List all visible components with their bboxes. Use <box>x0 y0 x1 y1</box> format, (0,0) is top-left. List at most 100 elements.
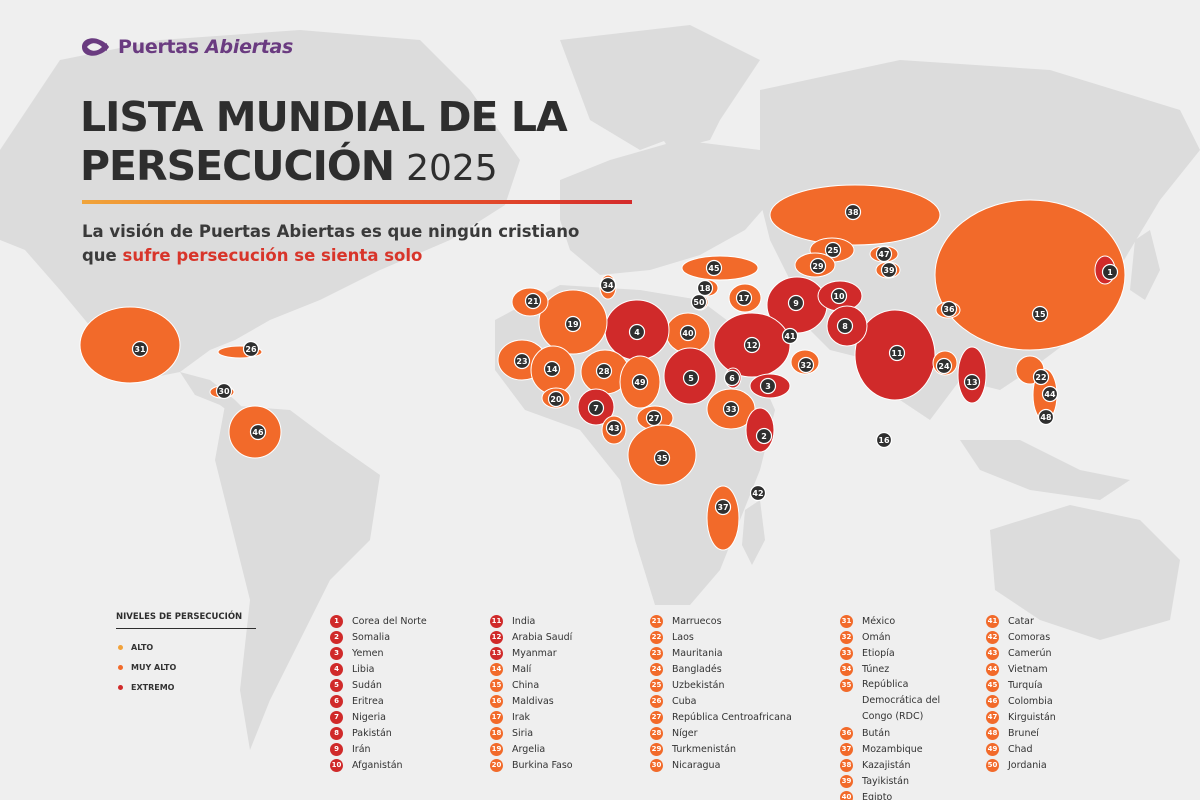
country-name: Turquía <box>1008 679 1043 691</box>
map-marker-13[interactable]: 13 <box>963 373 981 391</box>
map-marker-21[interactable]: 21 <box>524 292 542 310</box>
map-marker-23[interactable]: 23 <box>513 352 531 370</box>
ranking-item: 30 Nicaragua <box>650 757 792 773</box>
land-indonesia <box>960 440 1130 500</box>
map-marker-1[interactable]: 1 <box>1101 263 1119 281</box>
map-marker-40[interactable]: 40 <box>679 324 697 342</box>
map-marker-9[interactable]: 9 <box>787 294 805 312</box>
map-marker-43[interactable]: 43 <box>605 419 623 437</box>
marker-circle <box>888 344 906 362</box>
ranking-item: 42 Comoras <box>986 629 1056 645</box>
map-marker-29[interactable]: 29 <box>809 257 827 275</box>
marker-circle <box>880 261 898 279</box>
marker-circle <box>797 356 815 374</box>
ranking-item: 14 Malí <box>490 661 573 677</box>
map-marker-17[interactable]: 17 <box>735 289 753 307</box>
marker-label: 24 <box>938 362 950 371</box>
country-name: Argelia <box>512 743 546 755</box>
map-marker-47[interactable]: 47 <box>875 245 893 263</box>
brand-logo: Puertas Abiertas <box>78 34 293 60</box>
map-marker-10[interactable]: 10 <box>830 287 848 305</box>
map-marker-42[interactable]: 42 <box>749 484 767 502</box>
map-marker-4[interactable]: 4 <box>628 323 646 341</box>
marker-label: 31 <box>134 345 146 354</box>
marker-label: 39 <box>883 266 895 275</box>
rank-badge: 12 <box>490 630 503 644</box>
marker-label: 43 <box>608 424 619 433</box>
legend-dot-extremo <box>118 684 123 690</box>
ranking-item: 44 Vietnam <box>986 661 1056 677</box>
map-marker-14[interactable]: 14 <box>543 360 561 378</box>
marker-circle <box>1041 385 1059 403</box>
map-marker-26[interactable]: 26 <box>242 340 260 358</box>
map-marker-39[interactable]: 39 <box>880 261 898 279</box>
map-marker-45[interactable]: 45 <box>705 259 723 277</box>
ranking-item: 38 Kazajistán <box>840 757 968 773</box>
map-marker-33[interactable]: 33 <box>722 400 740 418</box>
map-marker-24[interactable]: 24 <box>935 357 953 375</box>
map-marker-5[interactable]: 5 <box>682 369 700 387</box>
rank-badge: 17 <box>490 710 503 724</box>
map-marker-8[interactable]: 8 <box>836 317 854 335</box>
map-marker-16[interactable]: 16 <box>875 431 893 449</box>
map-marker-28[interactable]: 28 <box>595 362 613 380</box>
rank-badge: 2 <box>330 630 343 644</box>
country-name: Tayikistán <box>862 775 909 787</box>
map-marker-38[interactable]: 38 <box>844 203 862 221</box>
ranking-item: 15 China <box>490 677 573 693</box>
map-marker-3[interactable]: 3 <box>759 377 777 395</box>
marker-circle <box>595 362 613 380</box>
country-name: Malí <box>512 663 532 675</box>
marker-circle <box>722 400 740 418</box>
country-name: Colombia <box>1008 695 1053 707</box>
rank-badge: 41 <box>986 614 999 628</box>
map-marker-37[interactable]: 37 <box>714 498 732 516</box>
map-marker-15[interactable]: 15 <box>1031 305 1049 323</box>
legend-dot-alto <box>118 644 123 650</box>
marker-label: 35 <box>656 454 668 463</box>
map-marker-50[interactable]: 50 <box>690 293 708 311</box>
ranking-column-3: 21 Marruecos 22 Laos 23 Mauritania 24 Bangladés… <box>650 613 792 773</box>
marker-circle <box>682 369 700 387</box>
country-name: Marruecos <box>672 615 722 627</box>
land-south-america <box>215 405 380 750</box>
region-rank-15 <box>934 199 1126 351</box>
ranking-item: 33 Etiopía <box>840 645 968 661</box>
country-name: Bangladés <box>672 663 722 675</box>
map-marker-36[interactable]: 36 <box>940 300 958 318</box>
map-marker-7[interactable]: 7 <box>587 399 605 417</box>
land-scandinavia <box>640 50 740 150</box>
map-marker-11[interactable]: 11 <box>888 344 906 362</box>
rank-badge: 33 <box>840 646 853 660</box>
map-marker-25[interactable]: 25 <box>824 241 842 259</box>
rank-badge: 26 <box>650 694 663 708</box>
map-marker-48[interactable]: 48 <box>1037 408 1055 426</box>
country-name: Camerún <box>1008 647 1052 659</box>
marker-label: 37 <box>717 503 728 512</box>
marker-label: 20 <box>550 395 562 404</box>
map-marker-32[interactable]: 32 <box>797 356 815 374</box>
map-marker-31[interactable]: 31 <box>131 340 149 358</box>
map-marker-34[interactable]: 34 <box>599 276 617 294</box>
map-marker-2[interactable]: 2 <box>755 427 773 445</box>
map-marker-20[interactable]: 20 <box>547 390 565 408</box>
map-marker-12[interactable]: 12 <box>743 336 761 354</box>
map-marker-41[interactable]: 41 <box>781 327 799 345</box>
marker-circle <box>714 498 732 516</box>
rank-badge: 20 <box>490 758 503 772</box>
map-marker-44[interactable]: 44 <box>1041 385 1059 403</box>
rank-badge: 9 <box>330 742 343 756</box>
country-name: Eritrea <box>352 695 384 707</box>
map-marker-30[interactable]: 30 <box>215 382 233 400</box>
country-name: Kirguistán <box>1008 711 1056 723</box>
marker-circle <box>215 382 233 400</box>
map-marker-22[interactable]: 22 <box>1032 368 1050 386</box>
map-marker-46[interactable]: 46 <box>249 423 267 441</box>
map-marker-6[interactable]: 6 <box>723 369 741 387</box>
map-marker-35[interactable]: 35 <box>653 449 671 467</box>
map-marker-49[interactable]: 49 <box>631 373 649 391</box>
map-marker-27[interactable]: 27 <box>645 409 663 427</box>
marker-circle <box>547 390 565 408</box>
map-marker-19[interactable]: 19 <box>564 315 582 333</box>
map-marker-18[interactable]: 18 <box>696 279 714 297</box>
